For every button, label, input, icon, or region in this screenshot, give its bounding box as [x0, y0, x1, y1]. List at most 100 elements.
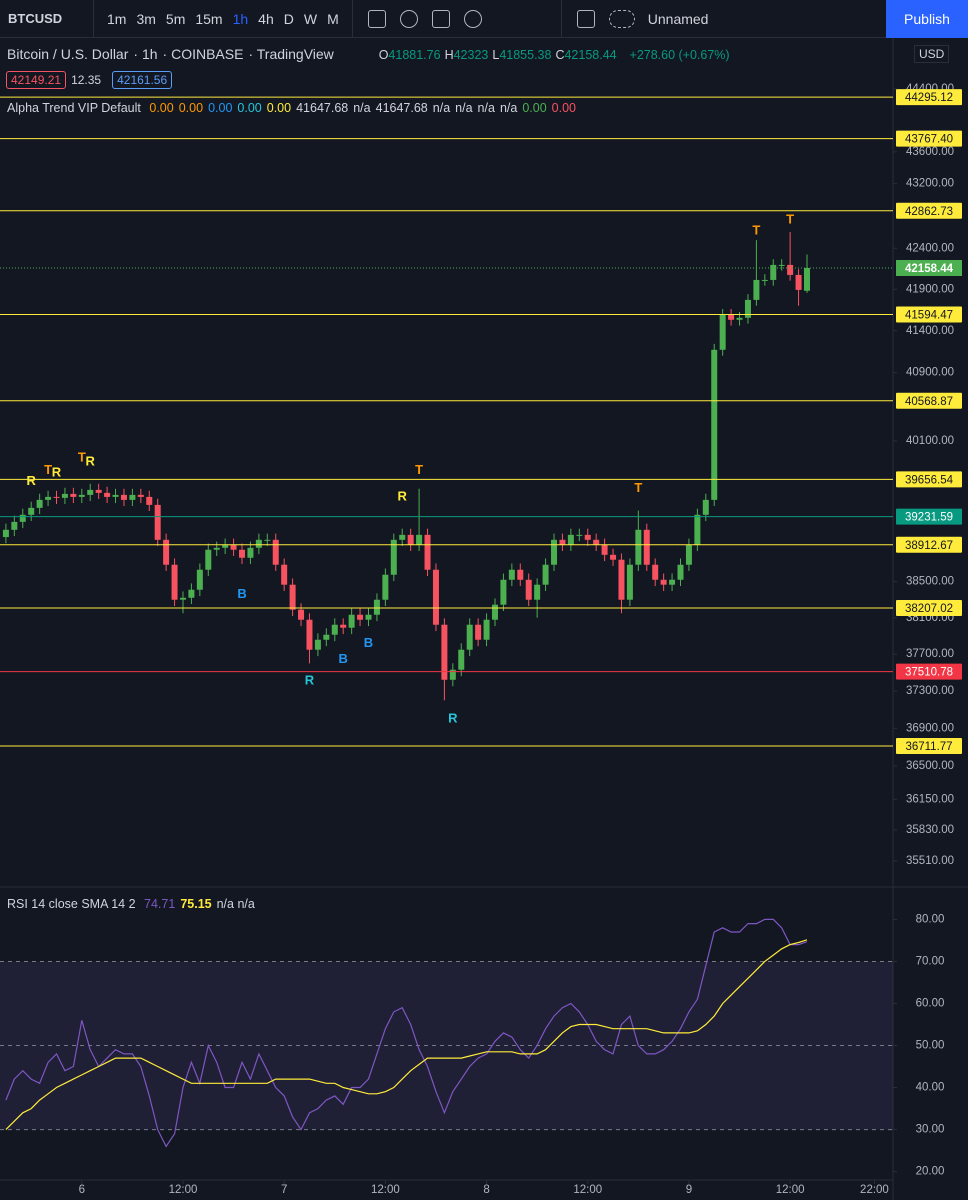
indicator-value: n/a — [455, 101, 473, 115]
candle-body — [770, 264, 777, 280]
interval[interactable]: D — [283, 10, 294, 27]
y-tick-label: 35510.00 — [906, 855, 954, 867]
candle-body — [610, 554, 617, 560]
level-label: 38207.02 — [905, 603, 953, 615]
candle-body — [711, 349, 718, 500]
templates-icon[interactable] — [431, 9, 450, 28]
candle-body — [407, 534, 414, 545]
candle-body — [255, 539, 262, 548]
indicator-value: 0.00 — [208, 101, 233, 115]
publish-button[interactable]: Publish — [886, 0, 968, 38]
candle-body — [778, 264, 785, 266]
rsi-value: 75.15 — [180, 897, 212, 911]
level-label-box — [896, 471, 962, 488]
candle-body — [70, 493, 77, 497]
candle-body — [508, 569, 515, 580]
interval[interactable]: W — [303, 10, 318, 27]
signal-label: R — [448, 710, 458, 725]
interval[interactable]: 15m — [195, 10, 223, 27]
candle-body — [11, 521, 18, 530]
rsi-name: RSI 14 close SMA 14 2 — [7, 897, 136, 911]
candle-body — [652, 564, 659, 580]
level-label-box — [896, 89, 962, 106]
rsi-line — [5, 939, 808, 1131]
candle-body — [517, 569, 524, 580]
candle-body — [390, 539, 397, 575]
candle-body — [196, 569, 203, 590]
candle-body — [593, 539, 600, 545]
symbol-legend: Bitcoin / U.S. Dollar · 1h · COINBASE · Tra… — [7, 46, 730, 62]
candle-body — [728, 314, 735, 320]
indicator-value: n/a — [477, 101, 495, 115]
ohlc-prefix: L — [492, 48, 500, 62]
candle-body — [416, 534, 423, 545]
candle-body — [660, 579, 667, 585]
indicators-icon[interactable] — [399, 9, 418, 28]
candle-body — [348, 614, 355, 628]
layout-name[interactable]: Unnamed — [647, 10, 709, 27]
x-tick-label: 12:00 — [776, 1184, 805, 1196]
interval[interactable]: 1h — [232, 10, 249, 27]
candle-body — [36, 499, 43, 508]
signal-label: T — [752, 222, 760, 237]
fullscreen-icon[interactable] — [576, 9, 595, 28]
last-price-label: 42158.44 — [905, 263, 954, 275]
candle-body — [643, 529, 650, 565]
y-tick-label: 37700.00 — [906, 648, 954, 660]
rsi-legend: RSI 14 close SMA 14 2 74.71 75.15 n/a n/a — [7, 897, 260, 911]
indicator-value: 0.00 — [266, 101, 292, 115]
signal-label: R — [398, 488, 408, 503]
signal-label: B — [237, 586, 246, 601]
y-tick-label: 43600.00 — [906, 146, 954, 158]
indicator-value: n/a — [499, 101, 518, 115]
candle-body — [179, 597, 186, 600]
candle-body — [500, 579, 507, 605]
candle-body — [19, 514, 26, 522]
level-label: 40568.87 — [905, 396, 953, 408]
cloud-icon[interactable] — [608, 9, 635, 28]
ask[interactable]: 42161.56 — [112, 71, 173, 89]
candle-body — [576, 534, 583, 536]
x-tick-label: 12:00 — [169, 1184, 198, 1196]
rsi-line — [5, 918, 808, 1148]
chart-type-icon[interactable] — [367, 9, 386, 28]
interval[interactable]: 1m — [107, 10, 127, 27]
interval[interactable]: 5m — [165, 10, 186, 27]
interval[interactable]: 4h — [258, 10, 274, 27]
y-tick-label: 38500.00 — [906, 576, 954, 588]
interval[interactable]: 3m — [136, 10, 156, 27]
candle-body — [694, 514, 701, 545]
candle-body — [340, 624, 347, 628]
currency[interactable]: USD — [914, 45, 950, 63]
candle-body — [87, 489, 94, 495]
candle-body — [264, 539, 271, 541]
candle-body — [542, 564, 549, 585]
candle-body — [247, 547, 254, 558]
candle-body — [112, 494, 119, 497]
interval[interactable]: M — [327, 10, 339, 27]
toolbar: BTCUSD 1m 3m 5m 15m 1h 4h D W M Unnamed Publish — [0, 0, 968, 38]
candle-body — [289, 584, 296, 610]
candle-body — [222, 544, 229, 548]
candle-body — [323, 634, 330, 640]
candle-body — [298, 609, 305, 620]
x-tick-label: 12:00 — [573, 1184, 602, 1196]
bid[interactable]: 42149.21 — [6, 71, 67, 89]
indicator-legend: Alpha Trend VIP Default 0.00 0.00 0.00 0.00… — [7, 101, 581, 115]
rsi-band — [0, 961, 893, 1130]
y-tick-label: 40100.00 — [906, 435, 954, 447]
symbol[interactable]: BTCUSD — [0, 0, 94, 38]
alert-icon[interactable] — [463, 9, 482, 28]
y-tick-label: 43200.00 — [906, 178, 954, 190]
ohlc-value: 41855.38 — [499, 48, 552, 62]
y-tick-label: 37300.00 — [906, 685, 954, 697]
signal-label: R — [305, 672, 315, 687]
y-tick-label: 35830.00 — [906, 824, 954, 836]
y-tick-label: 42400.00 — [906, 242, 954, 254]
candle-body — [230, 544, 237, 550]
candle-body — [787, 264, 794, 275]
level-label: 43767.40 — [905, 134, 953, 146]
candle-body — [45, 496, 52, 500]
